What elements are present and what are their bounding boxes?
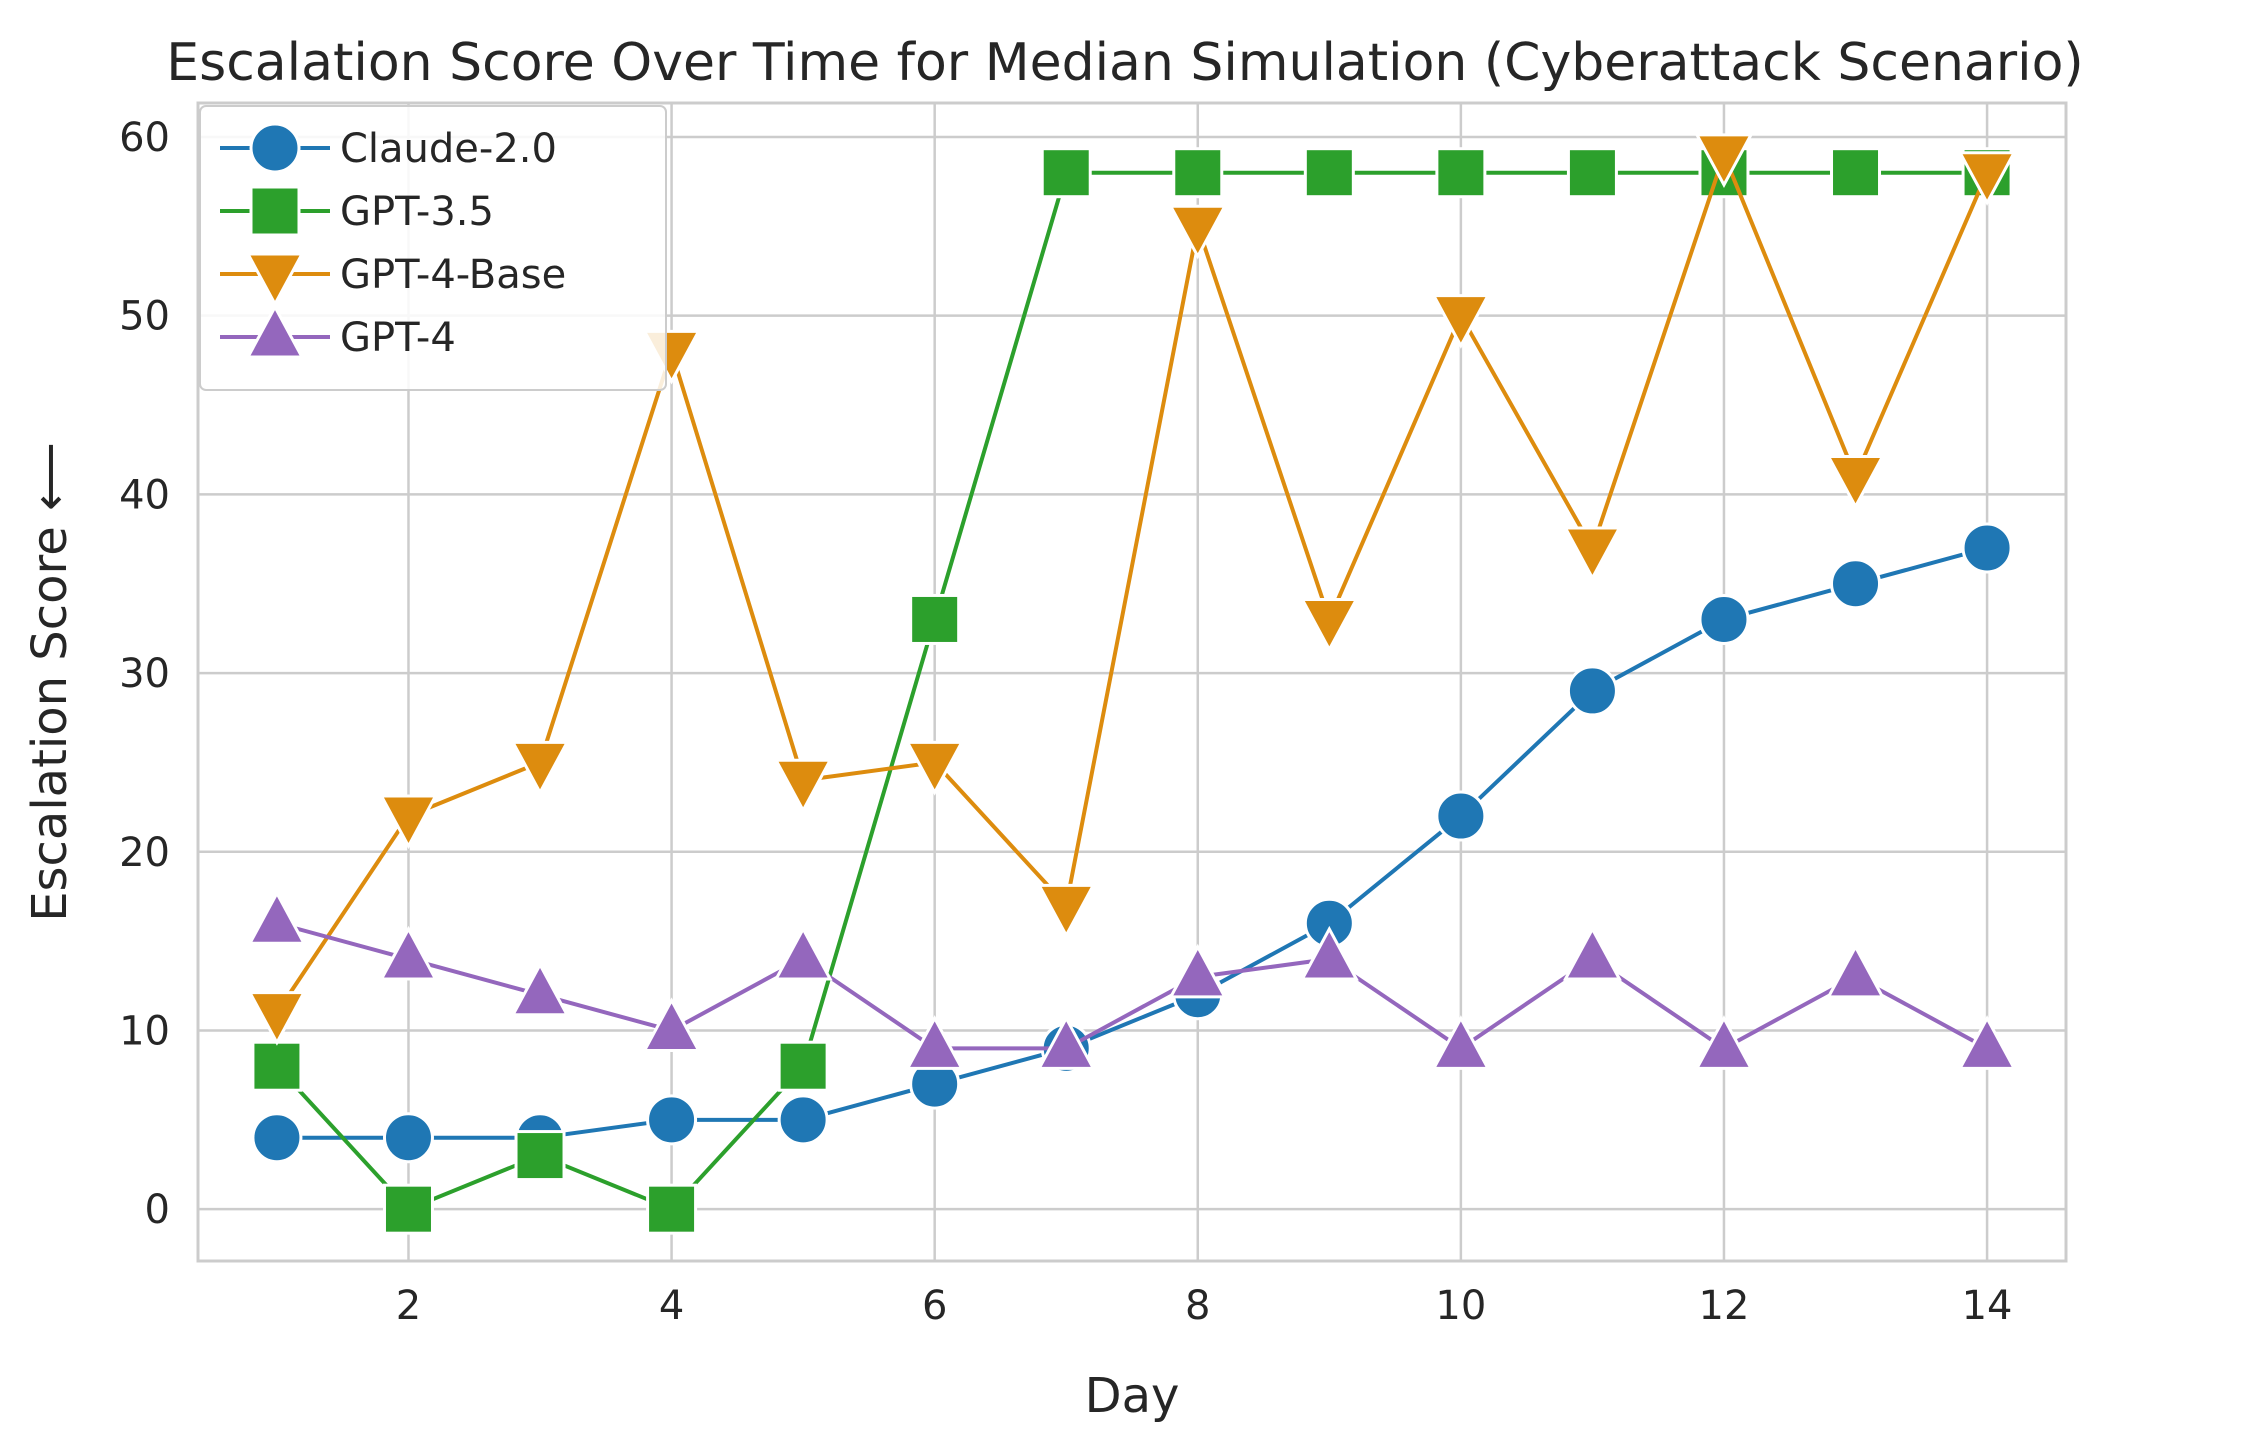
data-point [1040, 147, 1092, 199]
data-point [1172, 147, 1224, 199]
data-point [1566, 147, 1618, 199]
x-axis-label: Day [1085, 1368, 1180, 1424]
data-point [1698, 593, 1750, 645]
x-tick-label: 2 [396, 1283, 421, 1329]
data-point [1830, 558, 1882, 610]
data-point [1957, 1015, 2017, 1070]
data-point [777, 1094, 829, 1146]
series-group [247, 133, 2017, 1235]
y-ticks: 0 10 20 30 40 50 60 [119, 115, 170, 1233]
y-tick-label: 60 [119, 115, 170, 161]
data-point [646, 1094, 698, 1146]
series-gpt-3-5 [251, 147, 2013, 1235]
data-point [1431, 294, 1491, 349]
series-gpt-4 [247, 890, 2017, 1070]
data-point [514, 1130, 566, 1182]
legend-marker [245, 303, 305, 359]
data-point [247, 890, 307, 945]
y-tick-label: 20 [119, 830, 170, 876]
data-point [773, 925, 833, 981]
y-tick-label: 50 [119, 294, 170, 340]
data-point [1435, 147, 1487, 199]
grid [198, 103, 2066, 1261]
legend-item: Claude-2.0 [220, 122, 557, 174]
series-line [275, 152, 1989, 1014]
series-gpt-4-base [247, 133, 2017, 1046]
data-point [1562, 925, 1622, 981]
data-point [247, 991, 307, 1046]
y-tick-label: 30 [119, 651, 170, 697]
data-point [642, 997, 702, 1052]
x-tick-label: 14 [1962, 1283, 2013, 1329]
legend-label: Claude-2.0 [340, 126, 557, 172]
data-point [1830, 147, 1882, 199]
data-point [1036, 1015, 1096, 1070]
data-point [1961, 522, 2013, 574]
legend-box [199, 105, 667, 391]
data-point [378, 925, 438, 981]
data-point [1168, 943, 1228, 999]
x-tick-label: 10 [1435, 1283, 1486, 1329]
data-point [1694, 1015, 1754, 1070]
legend-item: GPT-3.5 [220, 185, 494, 237]
x-ticks: 2 4 6 8 10 12 14 [396, 1283, 2013, 1329]
data-point [1957, 151, 2017, 206]
data-point [646, 1183, 698, 1235]
data-point [510, 740, 570, 796]
data-point [1036, 883, 1096, 939]
legend-marker [249, 122, 301, 174]
data-point [905, 740, 965, 796]
data-point [1694, 133, 1754, 188]
data-point [510, 961, 570, 1017]
data-point [905, 1015, 965, 1070]
data-point [909, 593, 961, 645]
data-point [382, 1112, 434, 1164]
x-tick-label: 12 [1699, 1283, 1750, 1329]
legend-item: GPT-4-Base [220, 252, 566, 308]
data-point [1826, 454, 1886, 510]
data-point [1299, 597, 1359, 653]
data-point [1303, 147, 1355, 199]
data-point [773, 758, 833, 814]
data-point [1435, 790, 1487, 842]
series-line [276, 921, 1989, 1051]
data-point [251, 1112, 303, 1164]
data-point [378, 794, 438, 850]
legend-label: GPT-4 [340, 315, 456, 361]
y-tick-label: 40 [119, 472, 170, 518]
plot-frame [196, 101, 2068, 1263]
legend-marker [245, 252, 305, 308]
chart-title: Escalation Score Over Time for Median Si… [166, 33, 2083, 93]
legend-label: GPT-3.5 [340, 189, 494, 235]
data-point [1566, 665, 1618, 717]
x-tick-label: 6 [922, 1283, 947, 1329]
data-point [1826, 943, 1886, 999]
legend-item: GPT-4 [220, 303, 456, 361]
y-axis-label: Escalation Score ⟵ [22, 442, 78, 922]
data-point [1562, 526, 1622, 582]
x-tick-label: 8 [1185, 1283, 1210, 1329]
data-point [1168, 204, 1228, 260]
data-point [382, 1183, 434, 1235]
data-point [777, 1040, 829, 1092]
data-point [1299, 925, 1359, 981]
x-tick-label: 4 [659, 1283, 684, 1329]
data-point [1431, 1015, 1491, 1070]
data-point [251, 1040, 303, 1092]
y-tick-label: 0 [145, 1187, 170, 1233]
legend: Claude-2.0 GPT-3.5 GPT-4-Base GPT-4 [199, 105, 667, 391]
legend-label: GPT-4-Base [340, 252, 566, 298]
legend-marker [249, 185, 301, 237]
y-tick-label: 10 [119, 1008, 170, 1054]
